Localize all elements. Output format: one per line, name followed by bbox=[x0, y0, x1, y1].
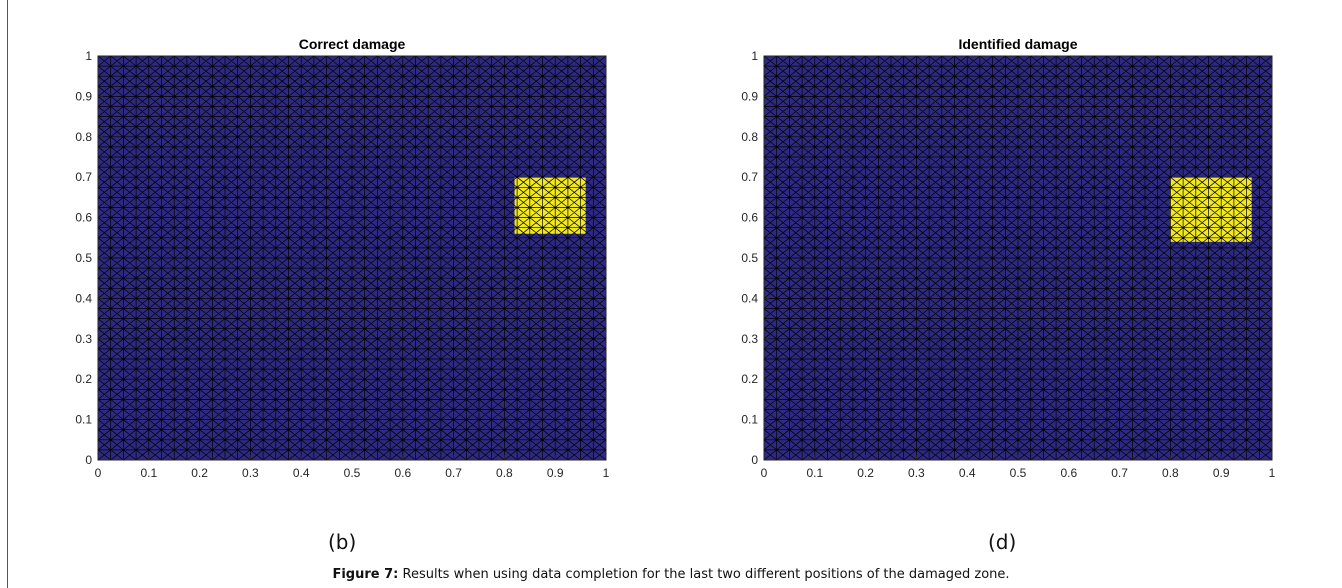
x-tick-label: 0.1 bbox=[806, 466, 823, 480]
y-tick-label: 0.1 bbox=[75, 413, 92, 427]
y-tick-label: 0.5 bbox=[75, 251, 92, 265]
x-tick-label: 0.5 bbox=[1010, 466, 1027, 480]
y-tick-label: 0.6 bbox=[741, 211, 758, 225]
y-tick-label: 0.7 bbox=[75, 170, 92, 184]
x-tick-label: 0.2 bbox=[191, 466, 208, 480]
x-tick-label: 0.9 bbox=[1213, 466, 1230, 480]
y-tick-label: 1 bbox=[751, 49, 758, 63]
y-tick-label: 0.3 bbox=[741, 332, 758, 346]
y-tick-label: 0.2 bbox=[75, 372, 92, 386]
x-tick-label: 0 bbox=[95, 466, 102, 480]
x-tick-label: 1 bbox=[603, 466, 610, 480]
mesh-lines bbox=[97, 55, 607, 461]
y-tick-label: 0.9 bbox=[75, 89, 92, 103]
page-border bbox=[7, 0, 8, 588]
x-tick-label: 0.8 bbox=[1162, 466, 1179, 480]
x-tick-label: 0.6 bbox=[394, 466, 411, 480]
x-tick-label: 0.2 bbox=[857, 466, 874, 480]
damaged-region bbox=[514, 177, 586, 234]
y-tick-label: 0.9 bbox=[741, 89, 758, 103]
x-tick-label: 0.4 bbox=[293, 466, 310, 480]
panel-label-b: (b) bbox=[328, 530, 357, 554]
x-tick-label: 0 bbox=[761, 466, 768, 480]
chart-title: Correct damage bbox=[299, 36, 406, 52]
y-tick-label: 0.8 bbox=[75, 130, 92, 144]
mesh-grid bbox=[763, 55, 1273, 461]
y-tick-label: 0.4 bbox=[75, 291, 92, 305]
y-tick-label: 0.7 bbox=[741, 170, 758, 184]
x-tick-label: 0.4 bbox=[959, 466, 976, 480]
y-tick-label: 0 bbox=[751, 453, 758, 467]
x-tick-label: 0.3 bbox=[242, 466, 259, 480]
chart-title: Identified damage bbox=[958, 36, 1077, 52]
y-tick-label: 0.2 bbox=[741, 372, 758, 386]
x-tick-label: 0.8 bbox=[496, 466, 513, 480]
y-tick-label: 0.4 bbox=[741, 291, 758, 305]
caption-text: Results when using data completion for t… bbox=[398, 567, 1010, 582]
identified-damage-chart: 0 0.1 0.2 0.3 0.4 0.5 0.6 0.7 0.8 0.9 1 0 0.1 0.2 0.3 0… bbox=[741, 36, 1275, 480]
x-tick-label: 1 bbox=[1269, 466, 1276, 480]
x-tick-label: 0.9 bbox=[547, 466, 564, 480]
correct-damage-chart: 0 0.1 0.2 0.3 0.4 0.5 0.6 0.7 0.8 0.9 1 0 0.1 0.2 0.3 0… bbox=[75, 36, 609, 480]
mesh-lines bbox=[763, 55, 1273, 461]
x-tick-label: 0.5 bbox=[344, 466, 361, 480]
x-tick-label: 0.1 bbox=[140, 466, 157, 480]
mesh-grid bbox=[97, 55, 607, 461]
y-tick-label: 0.8 bbox=[741, 130, 758, 144]
caption-label: Figure 7: bbox=[332, 567, 399, 582]
x-tick-label: 0.7 bbox=[1111, 466, 1128, 480]
y-tick-label: 0.3 bbox=[75, 332, 92, 346]
x-tick-label: 0.7 bbox=[445, 466, 462, 480]
y-tick-label: 0 bbox=[85, 453, 92, 467]
y-tick-label: 0.1 bbox=[741, 413, 758, 427]
x-tick-label: 0.6 bbox=[1060, 466, 1077, 480]
figure-caption: Figure 7: Results when using data comple… bbox=[0, 567, 1342, 582]
y-tick-label: 0.6 bbox=[75, 211, 92, 225]
y-tick-label: 0.5 bbox=[741, 251, 758, 265]
x-tick-label: 0.3 bbox=[908, 466, 925, 480]
panel-label-d: (d) bbox=[988, 530, 1017, 554]
y-tick-label: 1 bbox=[85, 49, 92, 63]
